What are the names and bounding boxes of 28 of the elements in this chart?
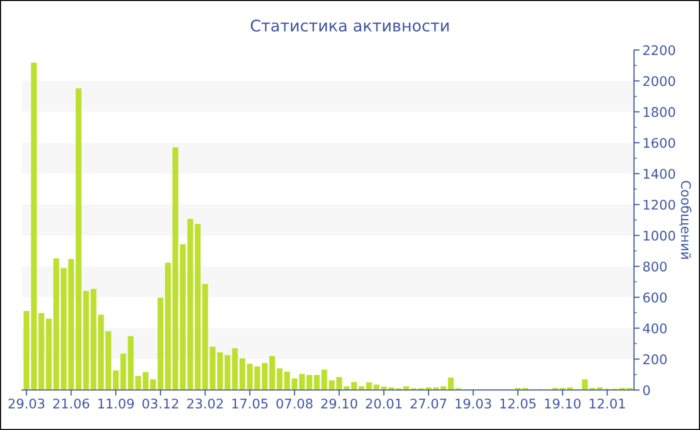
y-tick-label: 1800 — [644, 107, 676, 118]
y-tick-label: 1400 — [644, 168, 676, 179]
y-tick-label: 0 — [643, 385, 650, 396]
x-tick-label: 11.09 — [98, 398, 134, 409]
y-tick-label: 200 — [643, 354, 667, 364]
x-tick-label: 29.03 — [8, 398, 44, 409]
y-tick-label: 1600 — [644, 138, 676, 148]
x-tick-label: 20.01 — [366, 398, 402, 409]
x-tick-label: 07.08 — [276, 398, 312, 409]
x-tick-label: 12.01 — [590, 398, 625, 409]
x-tick-label: 19.10 — [545, 398, 581, 409]
x-tick-label: 27.07 — [410, 398, 446, 409]
y-axis-title: Сообщений — [679, 180, 692, 259]
x-tick-label: 03.12 — [142, 398, 178, 409]
y-tick-label: 2000 — [643, 76, 676, 86]
x-tick-label: 21.06 — [53, 398, 90, 409]
x-tick-label: 17.05 — [232, 398, 268, 409]
x-tick-label: 29.10 — [321, 398, 358, 409]
x-tick-label: 23.02 — [187, 398, 223, 409]
x-tick-label: 12.05 — [500, 398, 536, 409]
y-tick-label: 800 — [643, 262, 667, 272]
y-tick-label: 600 — [643, 292, 667, 302]
x-tick-label: 19.03 — [456, 398, 492, 409]
y-tick-label: 400 — [642, 323, 667, 334]
y-tick-label: 1200 — [644, 200, 676, 210]
y-tick-label: 1000 — [644, 230, 676, 241]
y-tick-label: 2200 — [643, 45, 676, 56]
chart-title: Статистика активности — [250, 20, 449, 32]
